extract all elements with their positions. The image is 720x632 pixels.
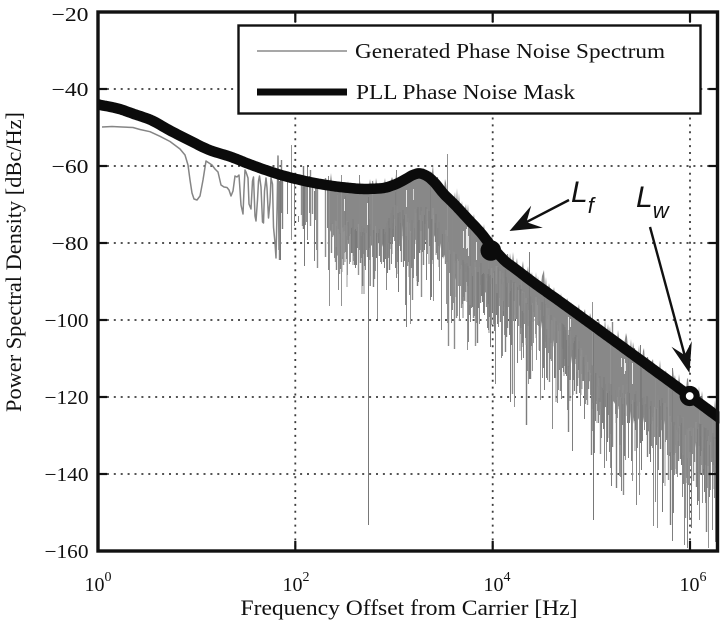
svg-text:−140: −140: [45, 464, 89, 486]
svg-text:−60: −60: [52, 156, 89, 178]
svg-text:PLL Phase Noise Mask: PLL Phase Noise Mask: [356, 80, 576, 104]
svg-text:−120: −120: [45, 387, 89, 409]
svg-text:Power Spectral Density [dBc/Hz: Power Spectral Density [dBc/Hz]: [1, 112, 26, 412]
svg-text:−80: −80: [52, 233, 89, 255]
svg-text:−160: −160: [45, 541, 89, 563]
svg-text:104: 104: [484, 570, 511, 596]
svg-text:−20: −20: [52, 4, 89, 26]
svg-text:Frequency Offset from Carrier: Frequency Offset from Carrier [Hz]: [241, 595, 578, 620]
svg-text:−40: −40: [52, 79, 89, 101]
svg-text:Generated Phase Noise Spectrum: Generated Phase Noise Spectrum: [355, 39, 665, 63]
svg-text:−100: −100: [45, 310, 89, 332]
